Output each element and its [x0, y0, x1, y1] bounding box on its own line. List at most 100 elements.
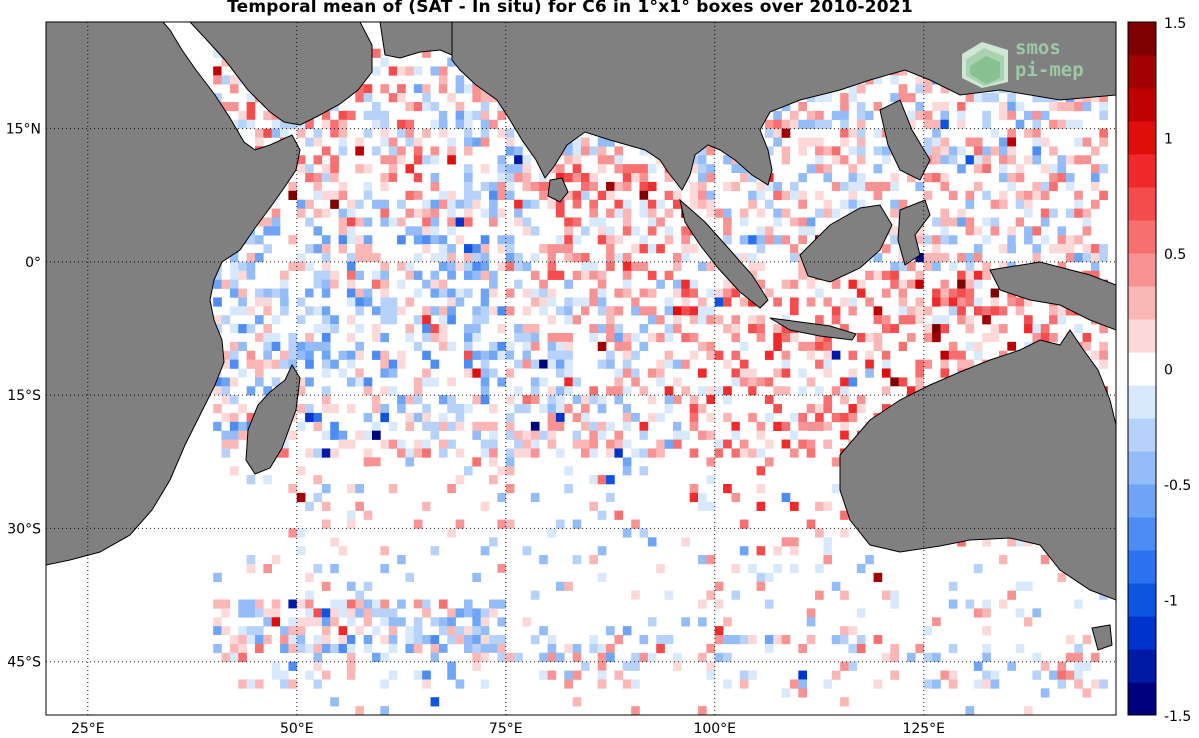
data-cell	[739, 679, 749, 689]
data-cell	[330, 563, 339, 574]
data-cell	[873, 270, 883, 280]
data-cell	[572, 404, 582, 414]
data-cell	[472, 572, 481, 583]
data-cell	[413, 377, 423, 387]
data-cell	[405, 421, 415, 431]
data-cell	[597, 475, 607, 485]
data-cell	[940, 110, 950, 121]
data-cell	[463, 84, 473, 94]
data-cell	[1074, 661, 1083, 671]
data-cell	[555, 253, 565, 263]
data-cell	[831, 306, 841, 316]
data-cell	[489, 448, 498, 458]
data-cell	[873, 119, 883, 129]
data-cell	[589, 635, 599, 645]
data-cell	[463, 599, 473, 609]
data-cell	[413, 270, 423, 280]
data-cell	[940, 297, 950, 307]
data-cell	[1049, 173, 1058, 183]
data-cell	[1090, 93, 1100, 103]
data-cell	[664, 208, 674, 218]
data-cell	[907, 332, 916, 343]
data-cell	[948, 155, 958, 165]
data-cell	[380, 359, 390, 369]
data-cell	[932, 217, 941, 227]
data-cell	[321, 430, 331, 440]
data-cell	[539, 244, 548, 254]
data-cell	[923, 84, 933, 94]
data-cell	[756, 244, 766, 254]
data-cell	[639, 199, 649, 209]
data-cell	[1074, 208, 1083, 218]
colorbar-tick-label: -1.5	[1164, 709, 1191, 725]
data-cell	[848, 635, 858, 645]
data-cell	[547, 430, 557, 440]
data-cell	[505, 288, 515, 298]
data-cell	[756, 217, 766, 227]
data-cell	[422, 315, 431, 325]
data-cell	[413, 93, 423, 103]
data-cell	[597, 652, 607, 662]
data-cell	[321, 359, 331, 369]
data-cell	[321, 501, 331, 511]
data-cell	[1015, 315, 1025, 325]
data-cell	[1082, 244, 1092, 254]
data-cell	[1040, 324, 1050, 334]
data-cell	[555, 306, 565, 316]
africa-land	[46, 22, 301, 566]
data-cell	[296, 350, 306, 360]
data-cell	[706, 670, 716, 680]
data-cell	[422, 226, 431, 236]
data-cell	[397, 93, 406, 103]
data-cell	[489, 119, 498, 129]
data-cell	[522, 430, 532, 440]
data-cell	[1015, 119, 1025, 129]
data-cell	[213, 572, 222, 583]
logo-text-line2: pi-mep	[1015, 59, 1084, 81]
data-cell	[346, 253, 356, 263]
data-cell	[932, 359, 941, 369]
data-cell	[915, 181, 925, 192]
data-cell	[221, 599, 231, 609]
data-cell	[831, 377, 841, 387]
data-cell	[840, 528, 849, 538]
data-cell	[1015, 608, 1025, 618]
data-cell	[739, 297, 749, 307]
data-cell	[973, 155, 983, 165]
data-cell	[606, 226, 615, 236]
data-cell	[405, 626, 415, 636]
data-cell	[530, 297, 540, 307]
data-cell	[380, 386, 390, 396]
data-cell	[430, 306, 440, 316]
data-cell	[514, 377, 523, 387]
data-cell	[555, 173, 565, 183]
data-cell	[296, 404, 306, 414]
data-cell	[789, 537, 799, 547]
data-cell	[957, 217, 966, 227]
data-cell	[789, 395, 799, 405]
data-cell	[781, 635, 791, 645]
data-cell	[706, 501, 716, 511]
data-cell	[472, 306, 481, 316]
data-cell	[647, 448, 657, 458]
data-cell	[622, 626, 632, 636]
data-cell	[848, 190, 858, 200]
data-cell	[764, 128, 774, 138]
data-cell	[280, 297, 289, 307]
data-cell	[606, 652, 615, 662]
data-cell	[405, 155, 415, 165]
data-cell	[213, 297, 222, 307]
data-cell	[581, 395, 590, 405]
colorbar-tick-label: 0.5	[1164, 247, 1186, 263]
data-cell	[564, 253, 573, 263]
data-cell	[463, 608, 473, 618]
data-cell	[957, 208, 966, 218]
data-cell	[614, 181, 624, 192]
data-cell	[932, 119, 941, 129]
colorbar-segment	[1128, 253, 1156, 287]
data-cell	[764, 350, 774, 360]
data-cell	[606, 190, 615, 200]
data-cell	[430, 377, 440, 387]
data-cell	[296, 492, 306, 503]
data-cell	[246, 599, 256, 609]
